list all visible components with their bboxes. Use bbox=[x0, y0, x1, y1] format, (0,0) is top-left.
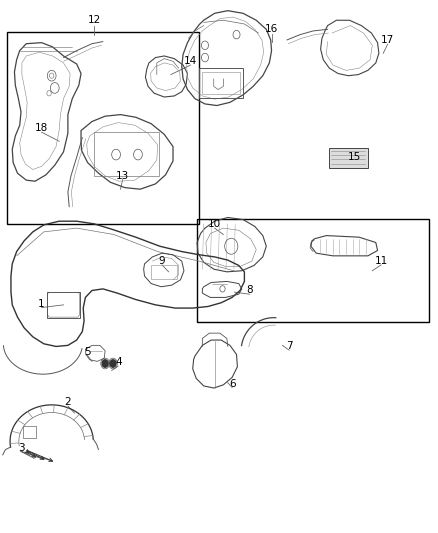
Text: 5: 5 bbox=[84, 347, 91, 357]
Bar bbox=[197, 219, 429, 322]
Text: 17: 17 bbox=[381, 35, 394, 45]
Bar bbox=[202, 72, 240, 94]
Bar bbox=[151, 265, 177, 279]
Text: 1: 1 bbox=[38, 299, 45, 309]
Text: 7: 7 bbox=[286, 342, 293, 351]
Bar bbox=[7, 32, 199, 224]
Text: 2: 2 bbox=[64, 398, 71, 407]
Text: 18: 18 bbox=[35, 123, 48, 133]
Circle shape bbox=[110, 360, 116, 367]
Text: 8: 8 bbox=[246, 286, 253, 295]
Circle shape bbox=[102, 360, 108, 367]
Text: 9: 9 bbox=[159, 256, 166, 266]
Bar bbox=[94, 132, 159, 176]
Text: 13: 13 bbox=[116, 171, 129, 181]
Text: 6: 6 bbox=[229, 379, 236, 389]
Bar bbox=[23, 426, 36, 438]
Bar bbox=[328, 148, 368, 168]
Bar bbox=[47, 292, 80, 318]
Text: 11: 11 bbox=[374, 256, 388, 266]
Text: 14: 14 bbox=[184, 56, 197, 66]
Text: 3: 3 bbox=[18, 443, 25, 453]
Text: 15: 15 bbox=[348, 152, 361, 162]
Text: 4: 4 bbox=[115, 358, 122, 367]
Text: 16: 16 bbox=[265, 25, 278, 34]
Bar bbox=[199, 68, 243, 98]
Text: 10: 10 bbox=[208, 219, 221, 229]
Text: 12: 12 bbox=[88, 15, 101, 25]
